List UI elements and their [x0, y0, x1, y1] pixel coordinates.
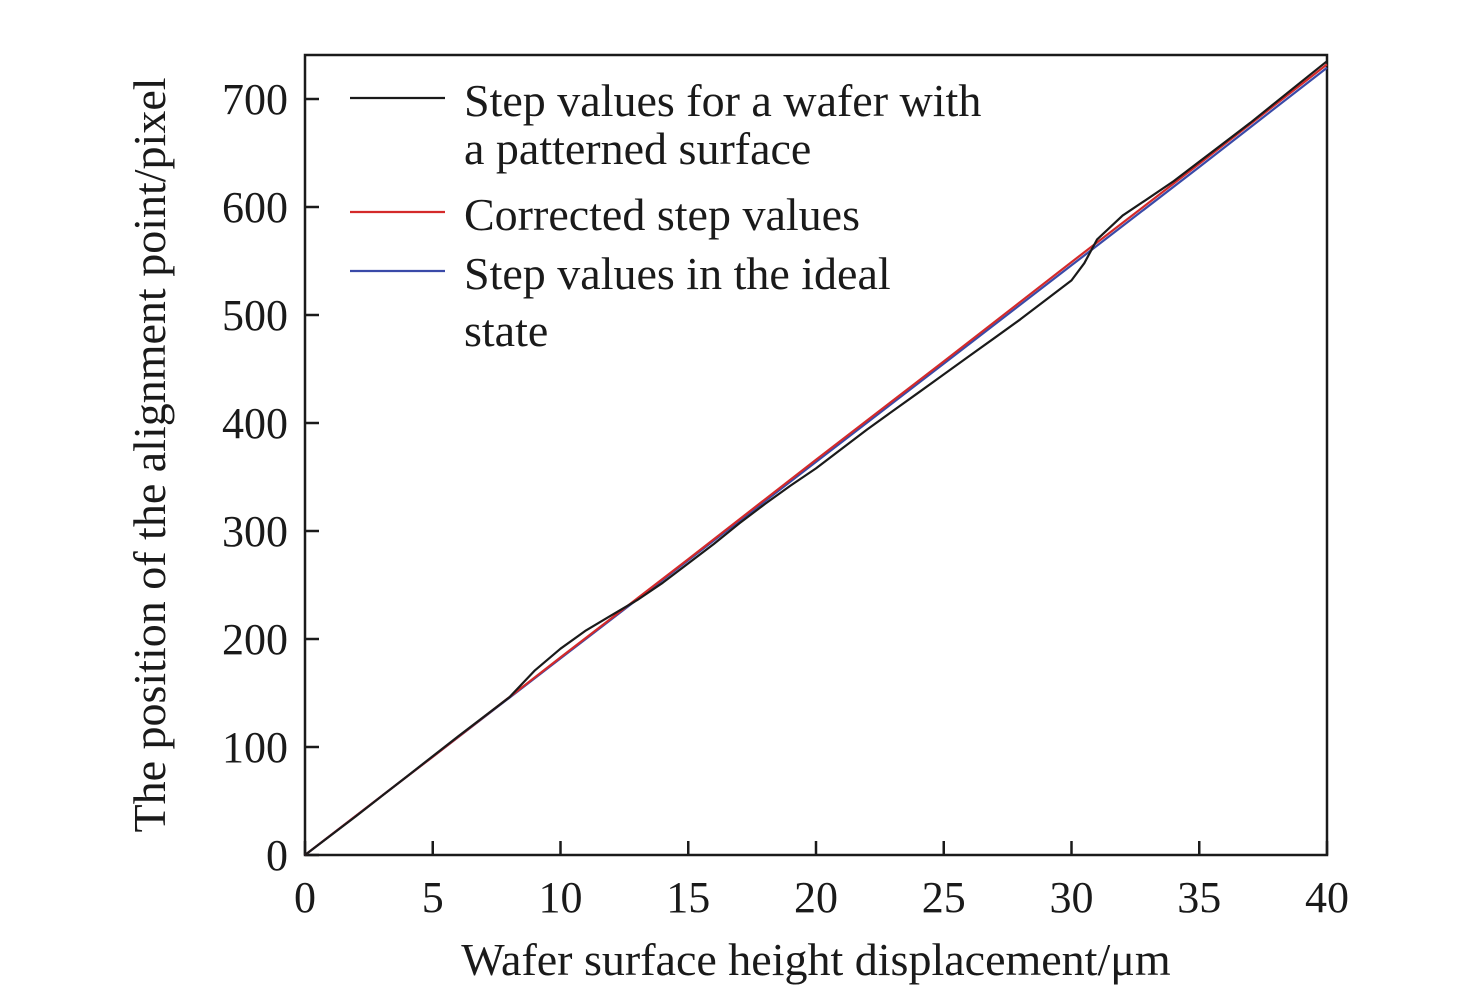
x-tick-label: 5 — [422, 873, 444, 922]
y-axis-label: The position of the alignment point/pixe… — [124, 77, 175, 832]
series-layer — [304, 60, 1328, 856]
x-tick-label: 40 — [1305, 873, 1349, 922]
y-tick-label: 100 — [222, 723, 288, 772]
x-tick-label: 15 — [666, 873, 710, 922]
y-tick-label: 500 — [222, 291, 288, 340]
x-tick-label: 25 — [922, 873, 966, 922]
legend-label-2: Corrected step values — [464, 189, 860, 240]
x-tick-label: 20 — [794, 873, 838, 922]
x-tick-label: 10 — [539, 873, 583, 922]
legend-label-1: Step values for a wafer with — [464, 75, 981, 126]
legend-label-3: Step values in the ideal — [464, 248, 891, 299]
y-tick-label: 0 — [266, 831, 288, 880]
x-tick-label: 30 — [1050, 873, 1094, 922]
series-line-1 — [304, 60, 1328, 856]
legend-label-1: a patterned surface — [464, 123, 811, 174]
y-tick-label: 200 — [222, 615, 288, 664]
y-tick-label: 400 — [222, 399, 288, 448]
legend-label-3: state — [464, 305, 548, 356]
y-tick-label: 700 — [222, 75, 288, 124]
y-tick-label: 300 — [222, 507, 288, 556]
x-tick-label: 35 — [1177, 873, 1221, 922]
x-axis-label: Wafer surface height displacement/μm — [461, 934, 1171, 985]
y-tick-label: 600 — [222, 183, 288, 232]
x-tick-label: 0 — [294, 873, 316, 922]
